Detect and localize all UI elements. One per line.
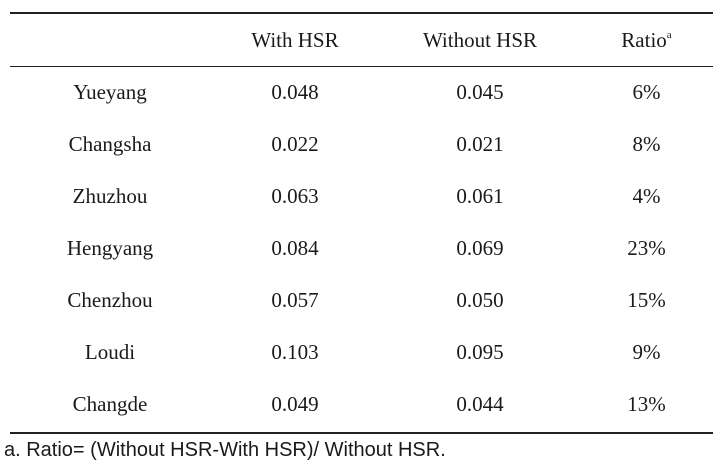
with-hsr-cell: 0.103 [271, 340, 319, 364]
without-hsr-cell: 0.021 [456, 132, 504, 156]
city-cell: Chenzhou [67, 288, 153, 312]
table-row: Yueyang 0.048 0.045 6% [10, 72, 713, 112]
with-hsr-cell: 0.049 [271, 392, 319, 416]
ratio-cell: 9% [632, 340, 661, 364]
with-hsr-cell: 0.022 [271, 132, 319, 156]
top-rule [10, 12, 713, 14]
ratio-cell: 15% [627, 288, 666, 312]
with-hsr-cell: 0.057 [271, 288, 319, 312]
bottom-rule [10, 432, 713, 434]
table-row: Changde 0.049 0.044 13% [10, 384, 713, 424]
header-cell-with-hsr: With HSR [251, 28, 339, 52]
without-hsr-cell: 0.069 [456, 236, 504, 260]
city-cell: Changde [72, 392, 148, 416]
ratio-label: Ratio [621, 28, 667, 52]
without-hsr-cell: 0.061 [456, 184, 504, 208]
header-cell-city [10, 20, 210, 60]
ratio-cell: 4% [632, 184, 661, 208]
ratio-cell: 6% [632, 80, 661, 104]
without-hsr-cell: 0.045 [456, 80, 504, 104]
header-cell-ratio: Ratioa [580, 20, 713, 60]
header-row: With HSR Without HSR Ratioa [10, 20, 713, 60]
city-cell: Hengyang [66, 236, 154, 260]
footnote-marker: a [666, 29, 672, 41]
city-cell: Loudi [84, 340, 136, 364]
header-cell-without-hsr: Without HSR [422, 28, 538, 52]
table-row: Loudi 0.103 0.095 9% [10, 332, 713, 372]
city-cell: Changsha [68, 132, 152, 156]
table-row: Changsha 0.022 0.021 8% [10, 124, 713, 164]
city-cell: Yueyang [73, 80, 147, 104]
without-hsr-cell: 0.050 [456, 288, 504, 312]
with-hsr-cell: 0.048 [271, 80, 319, 104]
without-hsr-cell: 0.044 [456, 392, 504, 416]
ratio-cell: 13% [627, 392, 666, 416]
table-footnote: a. Ratio= (Without HSR-With HSR)/ Withou… [4, 439, 446, 461]
with-hsr-cell: 0.084 [271, 236, 319, 260]
with-hsr-cell: 0.063 [271, 184, 319, 208]
table-row: Chenzhou 0.057 0.050 15% [10, 280, 713, 320]
city-cell: Zhuzhou [72, 184, 148, 208]
table-row: Zhuzhou 0.063 0.061 4% [10, 176, 713, 216]
without-hsr-cell: 0.095 [456, 340, 504, 364]
header-rule [10, 66, 713, 67]
ratio-cell: 23% [627, 236, 666, 260]
table-row: Hengyang 0.084 0.069 23% [10, 228, 713, 268]
ratio-cell: 8% [632, 132, 661, 156]
